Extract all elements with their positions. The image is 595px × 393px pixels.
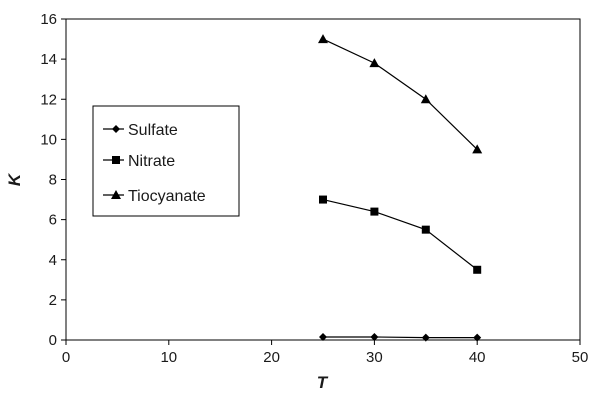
x-tick-label: 10 xyxy=(160,349,177,366)
y-tick-label: 10 xyxy=(40,131,57,148)
series-line-sulfate xyxy=(323,336,478,339)
series-layer xyxy=(318,34,483,342)
data-point-nitrate xyxy=(421,225,430,234)
legend-label-tiocyanate: Tiocyanate xyxy=(128,188,206,205)
x-tick-label: 30 xyxy=(366,349,383,366)
data-point-nitrate xyxy=(319,195,327,204)
data-point-nitrate xyxy=(370,207,379,216)
series-tiocyanate xyxy=(318,34,483,154)
legend-marker-nitrate xyxy=(112,156,120,164)
y-tick-label: 6 xyxy=(49,212,57,229)
legend: Sulfate Nitrate Tiocyanate xyxy=(92,105,240,217)
data-point-tiocyanate xyxy=(472,144,483,154)
data-point-sulfate xyxy=(370,332,379,341)
y-tick-label: 16 xyxy=(40,11,57,28)
x-tick-label: 40 xyxy=(469,349,486,366)
legend-label-sulfate: Sulfate xyxy=(128,122,178,139)
y-tick-label: 4 xyxy=(49,252,57,269)
series-nitrate xyxy=(319,195,482,274)
y-tick-label: 12 xyxy=(40,91,57,108)
series-line-tiocyanate xyxy=(322,38,478,150)
x-axis: 0 10 20 30 40 50 xyxy=(62,340,589,366)
legend-marker-tiocyanate xyxy=(111,190,121,199)
series-sulfate xyxy=(319,332,482,342)
data-point-tiocyanate xyxy=(318,34,328,44)
series-line-nitrate xyxy=(322,198,478,271)
data-point-sulfate xyxy=(421,333,430,342)
y-tick-label: 0 xyxy=(49,332,57,349)
x-tick-label: 50 xyxy=(572,349,589,366)
y-tick-label: 2 xyxy=(49,292,57,309)
x-tick-label: 20 xyxy=(263,349,280,366)
y-tick-label: 14 xyxy=(40,51,57,68)
data-point-sulfate xyxy=(473,333,482,342)
legend-marker-sulfate xyxy=(112,125,120,133)
y-axis-title: K xyxy=(5,172,24,186)
data-point-sulfate xyxy=(319,332,327,341)
x-axis-title: T xyxy=(317,373,329,392)
y-axis: 0 2 4 6 8 10 12 14 16 xyxy=(40,11,66,349)
data-point-tiocyanate xyxy=(369,58,380,68)
data-point-tiocyanate xyxy=(420,94,431,104)
data-point-nitrate xyxy=(473,265,482,274)
y-tick-label: 8 xyxy=(49,172,57,189)
legend-label-nitrate: Nitrate xyxy=(128,153,175,170)
x-tick-label: 0 xyxy=(62,349,70,366)
